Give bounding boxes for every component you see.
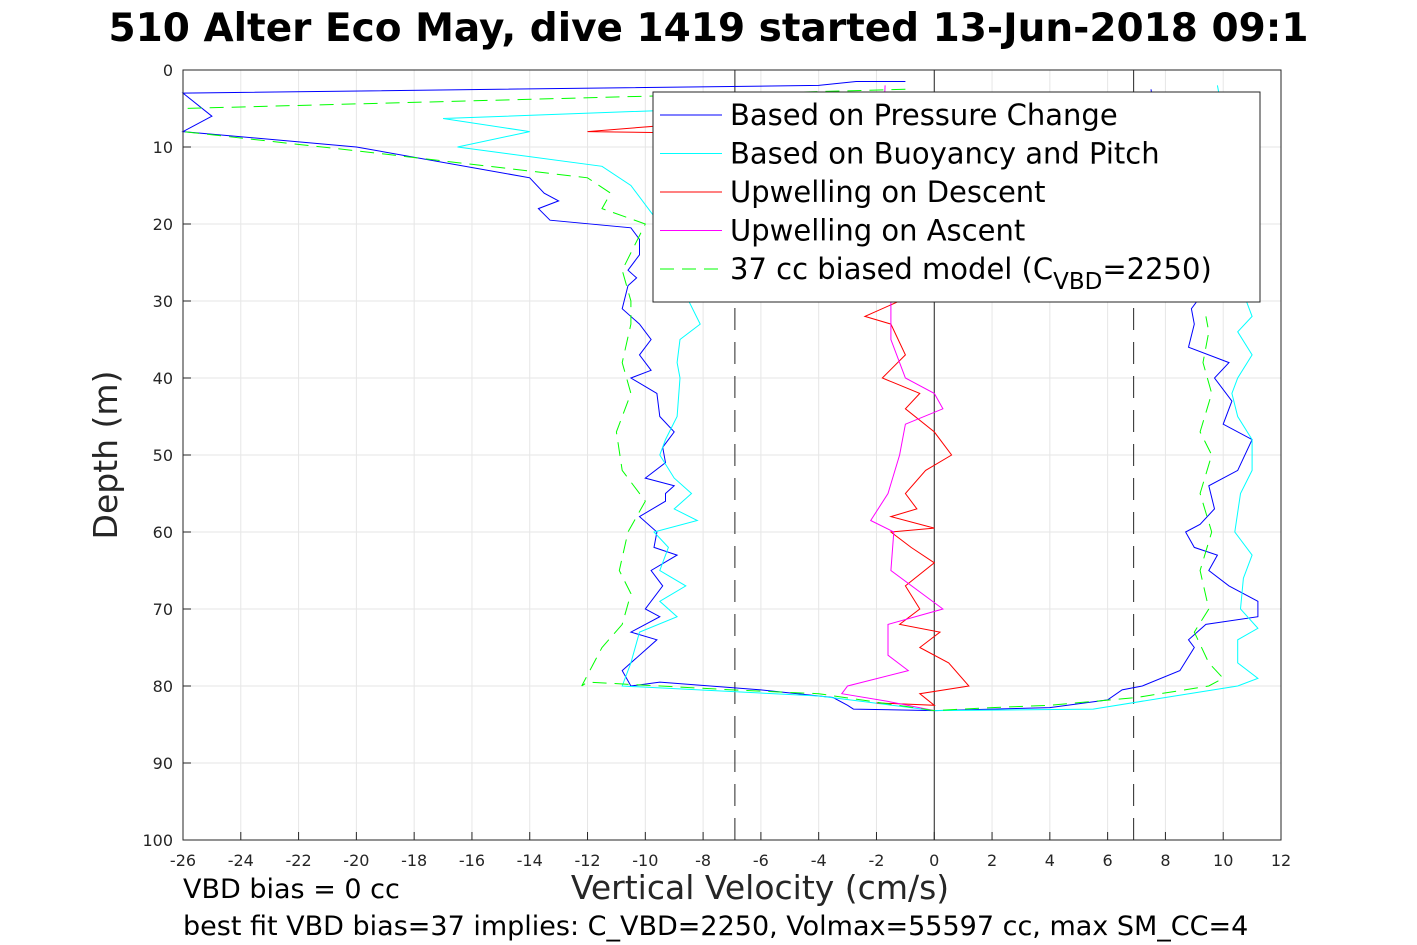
x-tick-label: -24 bbox=[228, 851, 254, 870]
x-tick-label: -8 bbox=[695, 851, 711, 870]
x-axis-label: Vertical Velocity (cm/s) bbox=[571, 868, 949, 907]
x-tick-label: 4 bbox=[1045, 851, 1055, 870]
x-tick-label: -26 bbox=[170, 851, 196, 870]
y-tick-label: 70 bbox=[153, 600, 173, 619]
series-line-based-on-pressure-change bbox=[181, 81, 1259, 712]
x-tick-label: -16 bbox=[459, 851, 485, 870]
best-fit-note: best fit VBD bias=37 implies: C_VBD=2250… bbox=[183, 911, 1249, 942]
y-tick-label: 0 bbox=[163, 61, 173, 80]
x-tick-label: -4 bbox=[811, 851, 827, 870]
chart-title: 510 Alter Eco May, dive 1419 started 13-… bbox=[108, 6, 1309, 51]
legend-label: Upwelling on Ascent bbox=[730, 214, 1025, 248]
y-tick-label: 100 bbox=[142, 831, 173, 850]
y-tick-label: 90 bbox=[153, 754, 173, 773]
x-tick-label: -20 bbox=[343, 851, 369, 870]
series-line-based-on-buoyancy-and-pitch bbox=[443, 85, 1259, 712]
y-tick-label: 50 bbox=[153, 446, 173, 465]
x-tick-label: -12 bbox=[574, 851, 600, 870]
x-tick-label: 6 bbox=[1103, 851, 1113, 870]
x-tick-label: -18 bbox=[401, 851, 427, 870]
y-tick-label: 60 bbox=[153, 523, 173, 542]
x-tick-label: -22 bbox=[286, 851, 312, 870]
x-tick-label: 2 bbox=[987, 851, 997, 870]
series-line-37-cc-biased-model bbox=[182, 88, 1225, 712]
y-tick-label: 10 bbox=[153, 138, 173, 157]
x-tick-label: -10 bbox=[632, 851, 658, 870]
x-tick-label: 8 bbox=[1160, 851, 1170, 870]
legend-label: 37 cc biased model (CVBD=2250) bbox=[730, 252, 1212, 295]
legend-box bbox=[652, 91, 1261, 303]
y-axis-label: Depth (m) bbox=[86, 371, 125, 540]
axes-box bbox=[182, 69, 1282, 841]
x-tick-label: 0 bbox=[929, 851, 939, 870]
legend-label: Based on Buoyancy and Pitch bbox=[730, 137, 1160, 171]
y-tick-label: 40 bbox=[153, 369, 173, 388]
x-tick-label: -6 bbox=[753, 851, 769, 870]
legend-label-part: 37 cc biased model (C bbox=[730, 252, 1053, 286]
y-tick-label: 20 bbox=[153, 215, 173, 234]
x-tick-label: -14 bbox=[517, 851, 543, 870]
y-tick-label: 30 bbox=[153, 292, 173, 311]
series-line-upwelling-on-ascent bbox=[840, 85, 945, 712]
y-tick-label: 80 bbox=[153, 677, 173, 696]
legend-label: Based on Pressure Change bbox=[730, 98, 1118, 132]
legend-label-subscript: VBD bbox=[1053, 269, 1102, 295]
tick-labels: -26 -24 -22 -20 -18 -16 -14 -12 -10 -8 -6 -4 -2 0 2 4 6 8… bbox=[142, 61, 1291, 870]
vbd-bias-note: VBD bias = 0 cc bbox=[183, 874, 400, 905]
legend-label-part: =2250) bbox=[1102, 252, 1211, 286]
x-tick-label: 10 bbox=[1213, 851, 1233, 870]
x-tick-label: 12 bbox=[1271, 851, 1291, 870]
legend-label: Upwelling on Descent bbox=[730, 175, 1046, 209]
x-tick-label: -2 bbox=[868, 851, 884, 870]
legend: Based on Pressure Change Based on Buoyanc… bbox=[652, 91, 1261, 303]
